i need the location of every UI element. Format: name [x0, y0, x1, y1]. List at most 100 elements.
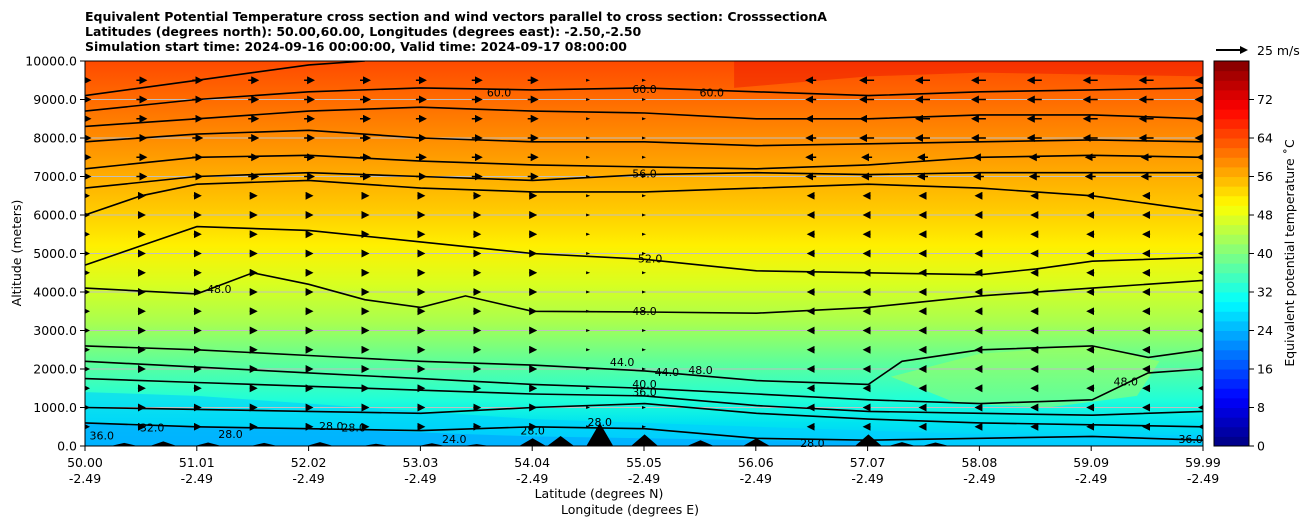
colorbar-tick-label: 0 — [1257, 439, 1265, 454]
wind-vector — [642, 252, 646, 255]
x-tick-label-lon: -2.49 — [628, 471, 660, 486]
x-tick-label-lat: 59.99 — [1185, 455, 1221, 470]
wind-vector — [642, 367, 646, 371]
y-axis-label: Altitude (meters) — [9, 200, 24, 307]
x-tick-label-lon: -2.49 — [740, 471, 772, 486]
upper-warm-patch — [734, 61, 1203, 88]
colorbar-swatch — [1214, 407, 1249, 418]
contour-label: 48.0 — [632, 305, 657, 318]
y-tick-label: 5000.0 — [33, 246, 77, 261]
colorbar-swatch — [1214, 234, 1249, 245]
x-tick-label-lat: 50.00 — [67, 455, 103, 470]
wind-vector — [586, 98, 591, 101]
colorbar-tick-label: 8 — [1257, 400, 1265, 415]
colorbar-swatch — [1214, 330, 1249, 341]
colorbar-swatch — [1214, 157, 1249, 168]
colorbar-swatch — [1214, 292, 1249, 303]
title-line-2: Latitudes (degrees north): 50.00,60.00, … — [85, 24, 642, 39]
wind-vector — [642, 155, 646, 159]
colorbar-swatch — [1214, 320, 1249, 332]
colorbar-swatch — [1214, 138, 1249, 149]
colorbar-swatch — [1214, 272, 1249, 283]
contour-line — [85, 402, 1203, 428]
colorbar-swatch — [1214, 109, 1249, 120]
y-tick-label: 0.0 — [57, 439, 77, 454]
wind-vector — [642, 213, 646, 217]
colorbar-swatch — [1214, 397, 1249, 409]
x-tick-label-lon: -2.49 — [851, 471, 883, 486]
contour-label: 28.0 — [218, 428, 243, 441]
wind-vector — [586, 213, 591, 217]
contour-line — [85, 360, 1203, 405]
y-tick-label: 10000.0 — [25, 54, 77, 69]
colorbar-swatch — [1214, 369, 1249, 380]
wind-vector — [586, 194, 591, 198]
wind-vector — [642, 78, 646, 82]
x-tick-label-lon: -2.49 — [1187, 471, 1219, 486]
contour-label: 60.0 — [487, 87, 512, 100]
x-tick-label-lat: 53.03 — [403, 455, 439, 470]
contour-label: 28.0 — [520, 424, 545, 437]
x-tick-label-lat: 54.04 — [514, 455, 550, 470]
colorbar-swatch — [1214, 349, 1249, 360]
colorbar-tick-label: 40 — [1257, 246, 1273, 261]
title-line-1: Equivalent Potential Temperature cross s… — [85, 9, 827, 24]
contour-label: 52.0 — [638, 252, 663, 265]
wind-vector — [642, 271, 646, 275]
colorbar-swatch — [1214, 436, 1249, 447]
x-tick-label-lat: 59.09 — [1073, 455, 1109, 470]
contour-label: 40.0 — [632, 378, 657, 391]
wind-vector — [586, 329, 591, 332]
colorbar-swatch — [1214, 195, 1249, 206]
x-tick-label-lon: -2.49 — [1075, 471, 1107, 486]
contour-label: 56.0 — [632, 168, 657, 181]
contour-line — [85, 377, 1203, 417]
colorbar: 0 8 16 24 32 40 48 56 64 72 Equivalent potential t… — [1213, 60, 1297, 454]
wind-vector — [586, 232, 591, 236]
wind-vector — [586, 309, 591, 313]
x-axis: 50.00-2.4951.01-2.4952.02-2.4953.03-2.49… — [67, 446, 1221, 486]
wind-vector — [642, 290, 646, 294]
y-tick-label: 9000.0 — [33, 92, 77, 107]
wind-vector — [586, 117, 591, 121]
contour-label: 44.0 — [610, 356, 635, 369]
colorbar-swatch — [1214, 61, 1249, 72]
colorbar-swatch — [1214, 282, 1249, 293]
contour-line — [85, 422, 1203, 442]
contour-label: 36.0 — [90, 429, 115, 442]
colorbar-swatch — [1214, 378, 1249, 389]
colorbar-swatch — [1214, 80, 1249, 91]
y-tick-label: 6000.0 — [33, 208, 77, 223]
contour-label: 28.0 — [341, 422, 366, 435]
wind-vector — [586, 367, 591, 371]
colorbar-tick-label: 48 — [1257, 208, 1273, 223]
wind-vector — [586, 425, 591, 429]
colorbar-swatch — [1214, 359, 1249, 370]
colorbar-swatch — [1214, 301, 1249, 312]
wind-vector — [642, 406, 646, 409]
wind-vector — [642, 386, 646, 390]
x-tick-label-lon: -2.49 — [963, 471, 995, 486]
wind-vector — [586, 252, 591, 255]
y-tick-label: 1000.0 — [33, 400, 77, 415]
x-tick-label-lon: -2.49 — [69, 471, 101, 486]
x-tick-label-lat: 56.06 — [738, 455, 774, 470]
wind-vector — [586, 78, 591, 82]
wind-vector — [642, 117, 646, 121]
x-tick-label-lat: 55.05 — [626, 455, 662, 470]
colorbar-swatch — [1214, 186, 1249, 197]
contour-label: 28.0 — [319, 420, 344, 433]
x-tick-label-lon: -2.49 — [292, 471, 324, 486]
quiver-key-label: 25 m/s — [1257, 43, 1300, 58]
chart-title: Equivalent Potential Temperature cross s… — [85, 9, 827, 54]
contour-line — [85, 87, 1203, 112]
colorbar-tick-label: 72 — [1257, 92, 1273, 107]
wind-vector — [586, 290, 591, 294]
contour-label: 60.0 — [632, 83, 657, 96]
colorbar-tick-label: 24 — [1257, 323, 1273, 338]
wind-vector — [642, 425, 646, 429]
colorbar-swatch — [1214, 128, 1249, 139]
contour-label: 48.0 — [1114, 375, 1139, 388]
colorbar-tick-label: 32 — [1257, 285, 1273, 300]
colorbar-swatch — [1214, 215, 1249, 226]
